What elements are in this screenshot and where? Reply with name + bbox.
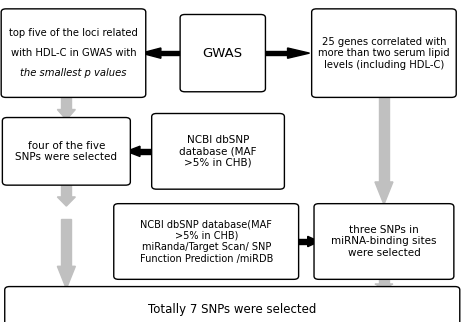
FancyBboxPatch shape (312, 9, 456, 98)
Polygon shape (288, 48, 310, 58)
Text: 25 genes correlated with
more than two serum lipid
levels (including HDL-C): 25 genes correlated with more than two s… (318, 36, 450, 70)
FancyBboxPatch shape (161, 51, 185, 55)
Polygon shape (57, 266, 75, 289)
Polygon shape (308, 236, 319, 247)
FancyBboxPatch shape (62, 182, 71, 197)
FancyBboxPatch shape (152, 114, 284, 189)
FancyBboxPatch shape (379, 276, 389, 284)
FancyBboxPatch shape (180, 14, 265, 92)
FancyBboxPatch shape (261, 51, 288, 55)
FancyBboxPatch shape (2, 118, 130, 185)
Polygon shape (375, 284, 393, 289)
Polygon shape (375, 182, 393, 204)
Text: NCBI dbSNP database(MAF
>5% in CHB)
miRanda/Target Scan/ SNP
Function Prediction: NCBI dbSNP database(MAF >5% in CHB) miRa… (139, 219, 273, 264)
Text: the smallest p values: the smallest p values (20, 68, 127, 78)
FancyBboxPatch shape (5, 287, 460, 322)
FancyBboxPatch shape (294, 239, 308, 244)
FancyBboxPatch shape (1, 9, 146, 98)
Polygon shape (141, 48, 161, 58)
Text: NCBI dbSNP
database (MAF
>5% in CHB): NCBI dbSNP database (MAF >5% in CHB) (179, 135, 257, 168)
Text: with HDL-C in GWAS with: with HDL-C in GWAS with (10, 48, 137, 58)
FancyBboxPatch shape (314, 204, 454, 279)
Text: GWAS: GWAS (203, 47, 243, 60)
Polygon shape (127, 146, 140, 156)
Polygon shape (57, 197, 75, 206)
Text: four of the five
SNPs were selected: four of the five SNPs were selected (15, 140, 118, 162)
Text: top five of the loci related: top five of the loci related (9, 28, 138, 38)
Text: three SNPs in
miRNA-binding sites
were selected: three SNPs in miRNA-binding sites were s… (331, 225, 437, 258)
FancyBboxPatch shape (62, 93, 71, 109)
Text: Totally 7 SNPs were selected: Totally 7 SNPs were selected (148, 303, 317, 316)
FancyBboxPatch shape (62, 219, 71, 266)
FancyBboxPatch shape (140, 149, 156, 154)
Polygon shape (57, 109, 75, 120)
FancyBboxPatch shape (114, 204, 299, 279)
FancyBboxPatch shape (379, 94, 389, 182)
